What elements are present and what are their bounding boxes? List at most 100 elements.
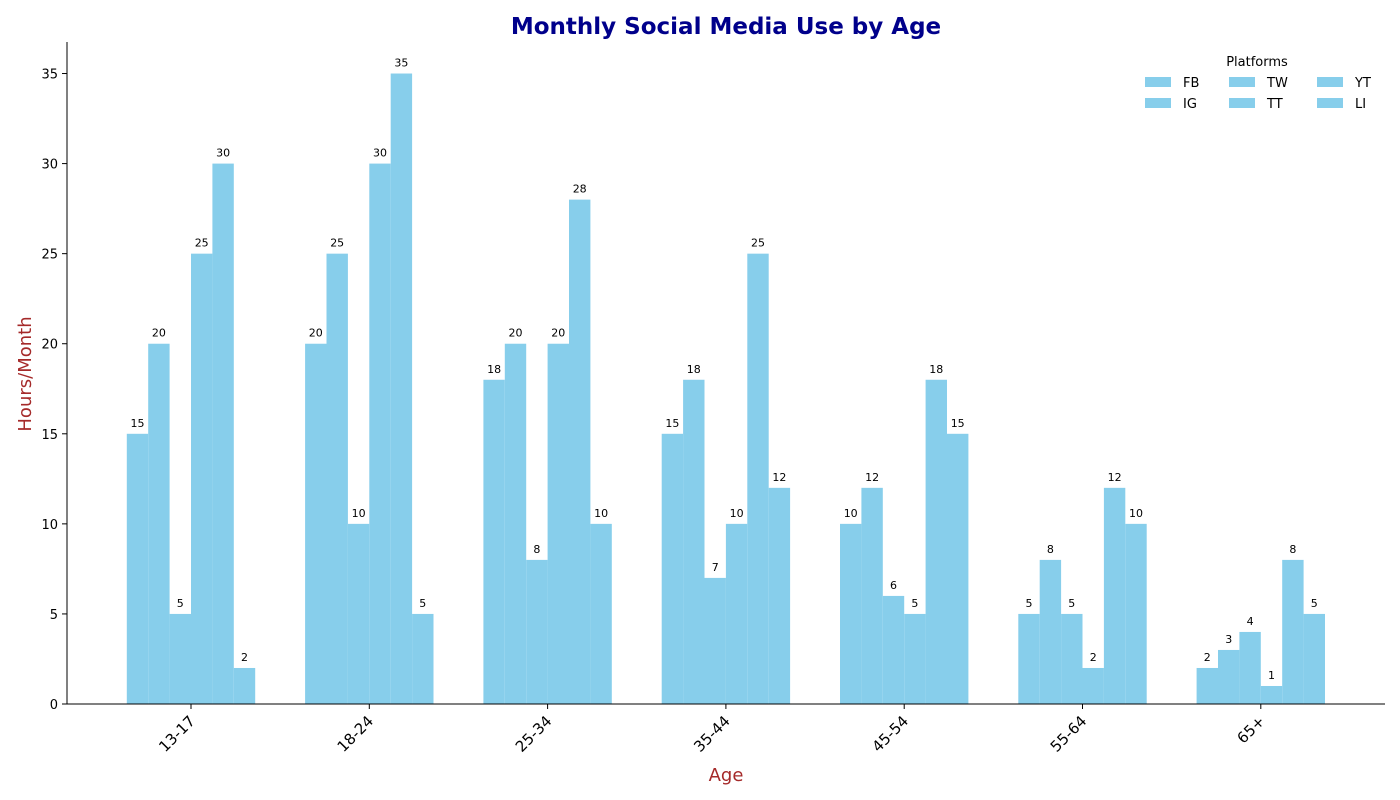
data-label: 12 <box>865 471 879 484</box>
bar-ig-4 <box>861 487 883 704</box>
bar-tt-0 <box>191 253 213 704</box>
data-label: 3 <box>1225 633 1232 646</box>
data-label: 25 <box>195 237 209 250</box>
y-axis-label: Hours/Month <box>15 316 36 431</box>
legend: Platforms FB IG TW TT YT LI <box>1145 55 1371 112</box>
legend-swatch-fb <box>1145 77 1171 87</box>
bar-tt-3 <box>725 523 748 704</box>
legend-label-yt: YT <box>1354 76 1371 91</box>
data-label: 15 <box>131 417 145 430</box>
x-tick-label: 13-17 <box>155 712 199 756</box>
bar-li-6 <box>1303 613 1325 704</box>
data-label: 10 <box>594 507 608 520</box>
data-label: 10 <box>352 507 366 520</box>
bar-ig-3 <box>683 379 705 704</box>
data-label: 20 <box>152 327 166 340</box>
bar-tw-0 <box>169 613 191 704</box>
data-label: 5 <box>1311 597 1318 610</box>
data-label: 7 <box>712 561 719 574</box>
bar-yt-1 <box>390 73 413 704</box>
legend-swatch-tw <box>1229 77 1255 87</box>
y-tick-label: 20 <box>41 338 58 353</box>
y-axis-ticks: 0 5 10 15 20 25 30 35 <box>41 68 67 713</box>
chart-title: Monthly Social Media Use by Age <box>511 14 941 40</box>
legend-label-ig: IG <box>1183 97 1197 112</box>
data-label: 20 <box>309 327 323 340</box>
x-tick-label: 65+ <box>1234 712 1269 747</box>
data-label: 2 <box>241 651 248 664</box>
data-label: 8 <box>533 543 540 556</box>
legend-swatch-ig <box>1145 98 1171 108</box>
data-label: 8 <box>1289 543 1296 556</box>
data-labels-group: 1520525302202510303551820820281015187102… <box>131 57 1318 682</box>
legend-label-li: LI <box>1355 97 1366 112</box>
data-label: 10 <box>844 507 858 520</box>
bar-li-1 <box>412 613 434 704</box>
y-tick-label: 0 <box>50 698 58 713</box>
bar-tw-3 <box>704 577 726 704</box>
data-label: 10 <box>730 507 744 520</box>
x-axis-ticks: 13-17 18-24 25-34 35-44 45-54 55-64 65+ <box>155 704 1269 756</box>
y-tick-label: 35 <box>41 68 58 83</box>
data-label: 25 <box>330 237 344 250</box>
data-label: 2 <box>1090 651 1097 664</box>
legend-title: Platforms <box>1226 55 1288 70</box>
bar-ig-5 <box>1039 559 1062 704</box>
x-axis-label: Age <box>709 765 744 786</box>
data-label: 15 <box>951 417 965 430</box>
data-label: 12 <box>1108 471 1122 484</box>
bar-tt-2 <box>547 343 569 704</box>
bar-fb-2 <box>483 379 505 704</box>
data-label: 25 <box>751 237 765 250</box>
bar-tt-1 <box>369 163 391 705</box>
bar-fb-5 <box>1018 613 1040 704</box>
bar-tw-1 <box>347 523 370 704</box>
x-tick-label: 45-54 <box>868 712 912 756</box>
legend-label-tw: TW <box>1266 76 1288 91</box>
x-tick-label: 55-64 <box>1047 712 1091 756</box>
data-label: 30 <box>373 147 387 160</box>
bar-yt-4 <box>925 379 947 704</box>
y-tick-label: 10 <box>41 518 58 533</box>
bar-fb-4 <box>840 523 862 704</box>
legend-label-fb: FB <box>1183 76 1199 91</box>
bar-yt-3 <box>747 253 769 704</box>
bar-fb-6 <box>1196 667 1218 704</box>
bar-li-5 <box>1125 523 1147 704</box>
data-label: 18 <box>687 363 701 376</box>
y-tick-label: 15 <box>41 428 58 443</box>
data-label: 6 <box>890 579 897 592</box>
y-tick-label: 25 <box>41 248 58 263</box>
bar-tw-4 <box>882 595 905 704</box>
bar-tw-2 <box>526 559 548 704</box>
bar-tt-6 <box>1260 685 1283 704</box>
bar-li-2 <box>590 523 612 704</box>
data-label: 18 <box>929 363 943 376</box>
legend-swatch-tt <box>1229 98 1255 108</box>
data-label: 30 <box>216 147 230 160</box>
bar-ig-2 <box>504 343 527 704</box>
data-label: 35 <box>394 57 408 70</box>
bar-yt-2 <box>569 199 591 704</box>
bars-group <box>126 73 1325 705</box>
bar-tw-6 <box>1239 631 1261 704</box>
data-label: 4 <box>1247 615 1254 628</box>
data-label: 5 <box>419 597 426 610</box>
data-label: 5 <box>911 597 918 610</box>
bar-yt-6 <box>1282 559 1304 704</box>
x-tick-label: 18-24 <box>334 712 378 756</box>
bar-fb-1 <box>305 343 327 704</box>
bar-ig-0 <box>148 343 170 704</box>
bar-ig-1 <box>326 253 348 704</box>
bar-ig-6 <box>1218 649 1240 704</box>
data-label: 15 <box>665 417 679 430</box>
bar-li-3 <box>768 487 791 704</box>
y-tick-label: 30 <box>41 158 58 173</box>
data-label: 12 <box>772 471 786 484</box>
data-label: 1 <box>1268 669 1275 682</box>
data-label: 2 <box>1204 651 1211 664</box>
legend-label-tt: TT <box>1266 97 1283 112</box>
x-tick-label: 25-34 <box>512 712 556 756</box>
bar-li-4 <box>947 433 969 704</box>
bar-fb-0 <box>126 433 149 704</box>
